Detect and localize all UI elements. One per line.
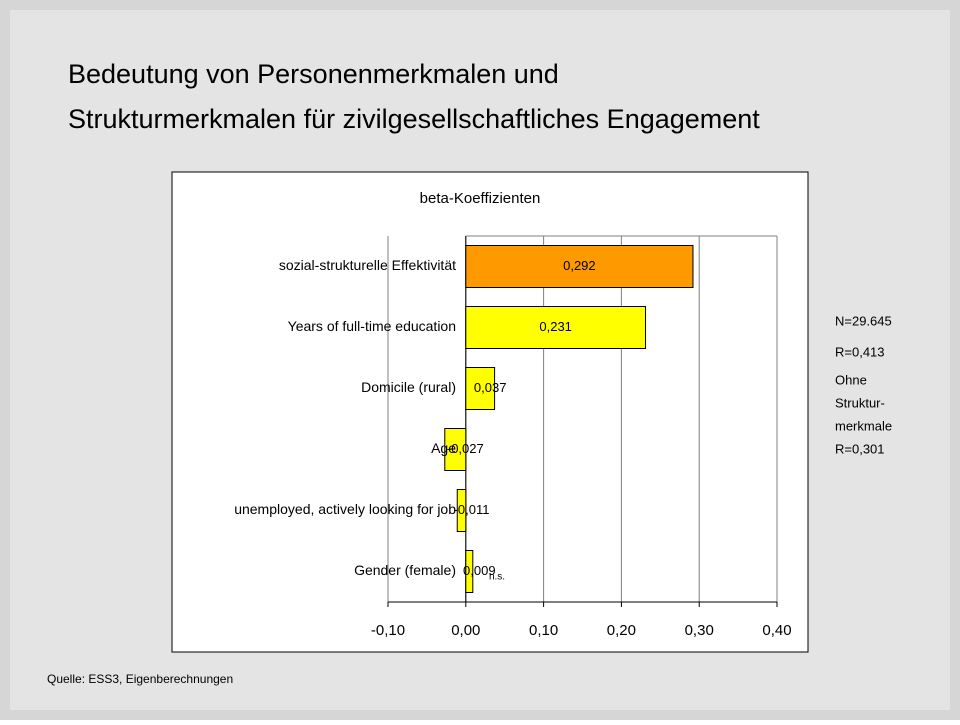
side-note: R=0,413 bbox=[835, 344, 885, 359]
side-note: Ohne bbox=[835, 372, 867, 387]
bar bbox=[465, 306, 647, 349]
value-label: 0,231 bbox=[539, 319, 572, 334]
category-label: Domicile (rural) bbox=[361, 379, 456, 395]
value-label: -0,027 bbox=[447, 441, 484, 456]
bar bbox=[465, 367, 496, 410]
category-label: sozial-strukturelle Effektivität bbox=[279, 257, 456, 273]
category-label: Age bbox=[431, 440, 456, 456]
bar bbox=[465, 550, 474, 593]
value-label: -0,011 bbox=[454, 502, 490, 517]
x-tick-label: 0,30 bbox=[685, 622, 714, 639]
value-label: 0,009 bbox=[463, 563, 496, 578]
category-label: Gender (female) bbox=[354, 562, 456, 578]
bar bbox=[456, 489, 467, 532]
side-note: merkmale bbox=[835, 418, 892, 433]
bar bbox=[465, 245, 694, 288]
side-note: N=29.645 bbox=[835, 313, 892, 328]
bar bbox=[444, 428, 467, 471]
title-line: Bedeutung von Personenmerkmalen und bbox=[68, 59, 559, 89]
source: Quelle: ESS3, Eigenberechnungen bbox=[47, 672, 233, 686]
annotation: n.s. bbox=[489, 572, 505, 583]
x-tick-label: -0,10 bbox=[371, 622, 405, 639]
x-tick-label: 0,20 bbox=[607, 622, 636, 639]
title-line: Strukturmerkmalen für zivilgesellschaftl… bbox=[68, 104, 760, 134]
category-label: unemployed, actively looking for job bbox=[234, 501, 456, 517]
side-note: Struktur- bbox=[835, 395, 885, 410]
x-tick-label: 0,10 bbox=[529, 622, 558, 639]
value-label: 0,292 bbox=[563, 258, 596, 273]
x-tick-label: 0,40 bbox=[762, 622, 791, 639]
x-tick-label: 0,00 bbox=[451, 622, 480, 639]
category-label: Years of full-time education bbox=[288, 318, 456, 334]
value-label: 0,037 bbox=[474, 380, 507, 395]
side-note: R=0,301 bbox=[835, 441, 885, 456]
chart-subtitle: beta-Koeffizienten bbox=[420, 190, 541, 207]
